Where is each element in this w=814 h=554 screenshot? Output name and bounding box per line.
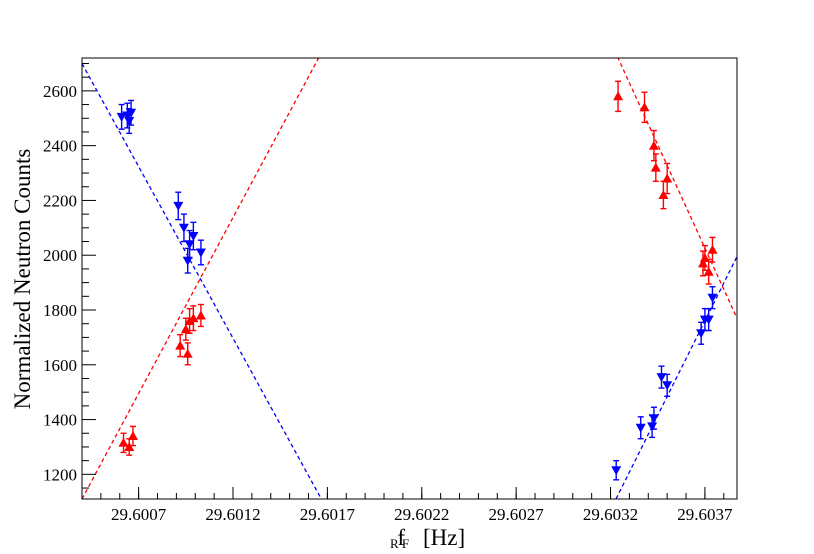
- data-point-down: [696, 321, 707, 345]
- data-point-down: [188, 221, 199, 251]
- x-tick-label: 29.6027: [489, 505, 545, 524]
- data-point-up: [188, 305, 199, 332]
- x-tick-label: 29.6037: [677, 505, 733, 524]
- data-point-down: [195, 239, 206, 266]
- x-tick-label: 29.6022: [394, 505, 449, 524]
- y-axis-label: Normalized Neutron Counts: [10, 149, 35, 410]
- data-point-up: [613, 80, 624, 113]
- x-tick-label: 29.6007: [111, 505, 167, 524]
- data-point-down: [184, 229, 195, 259]
- data-point-down: [662, 373, 673, 397]
- fit-line-up: [82, 58, 737, 499]
- y-tick-label: 1800: [43, 301, 77, 320]
- y-tick-label: 1200: [43, 465, 77, 484]
- data-point-up: [648, 129, 659, 162]
- data-point-down: [648, 406, 659, 430]
- y-axis: 1200 1400 1600 1800 2000 2200 2400 2600: [43, 62, 96, 489]
- x-tick-label: 29.6032: [583, 505, 638, 524]
- data-point-up: [175, 333, 186, 358]
- x-tick-label: 29.6012: [205, 505, 260, 524]
- data-point-up: [639, 91, 650, 124]
- data-point-up: [662, 162, 673, 195]
- x-axis-label-unit: [Hz]: [423, 525, 465, 550]
- x-axis-label: f: [397, 525, 405, 550]
- x-axis-label-main: f: [397, 525, 405, 550]
- fit-line-down: [82, 63, 737, 499]
- y-tick-label: 2600: [43, 82, 77, 101]
- data-point-up: [195, 303, 206, 328]
- data-point-up: [182, 342, 193, 366]
- data-point-down: [656, 365, 667, 389]
- data-point-down: [178, 213, 189, 243]
- data-point-down: [126, 99, 137, 126]
- data-point-down: [635, 416, 646, 440]
- y-tick-label: 2000: [43, 246, 77, 265]
- data-point-up: [650, 153, 661, 182]
- y-tick-label: 1600: [43, 356, 77, 375]
- data-point-down: [707, 286, 718, 310]
- y-tick-label: 2400: [43, 137, 77, 156]
- x-axis-label-subscript: R F: [390, 536, 409, 551]
- data-point-up: [180, 317, 191, 341]
- y-tick-label: 1400: [43, 411, 77, 430]
- data-point-down: [611, 459, 622, 481]
- data-point-up: [118, 432, 129, 454]
- x-tick-label: 29.6017: [300, 505, 356, 524]
- data-point-down: [182, 247, 193, 274]
- data-point-down: [173, 191, 184, 221]
- data-point-up: [128, 425, 138, 447]
- x-axis: 29.6007 29.6012 29.6017 29.6022 29.6027 29.60…: [81, 487, 733, 524]
- data-points: [116, 80, 718, 481]
- data-point-down: [116, 103, 127, 130]
- data-point-up: [703, 258, 714, 285]
- data-point-up: [707, 236, 718, 263]
- y-tick-label: 2200: [43, 191, 77, 210]
- plot-frame: [81, 57, 738, 500]
- fit-curves: [82, 58, 737, 499]
